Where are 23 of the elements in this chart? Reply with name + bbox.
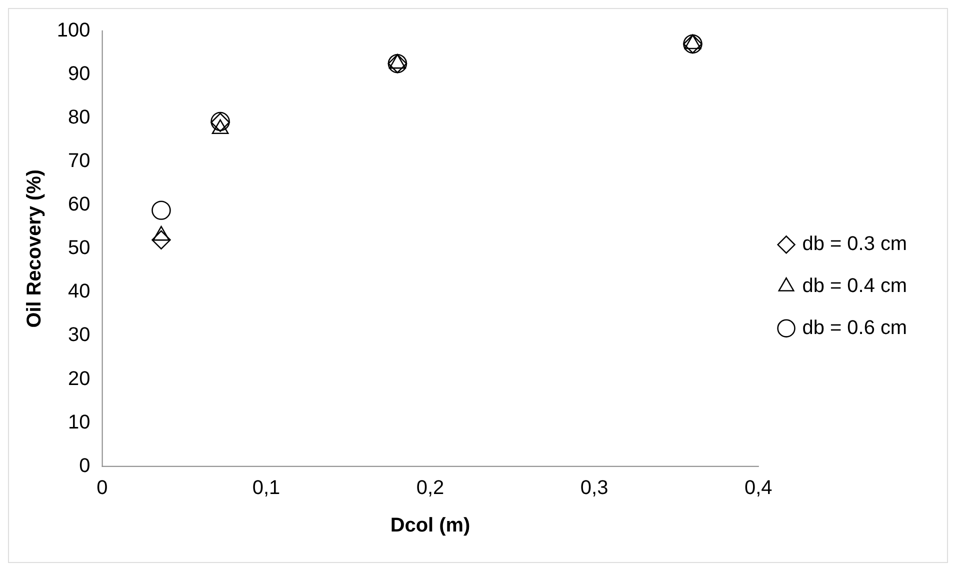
y-tick-label: 30 [68,324,90,346]
point [152,200,171,220]
y-tick-label: 40 [68,280,90,303]
x-tick-label: 0,4 [744,476,772,499]
legend-label: db = 0.6 cm [802,316,908,339]
y-tick-label: 10 [68,411,90,434]
y-tick-label: 0 [79,454,90,477]
y-tick-label: 50 [68,237,90,260]
legend-label: db = 0.4 cm [802,275,908,297]
x-tick-label: 0 [96,476,108,499]
x-tick-label: 0,3 [580,476,608,499]
y-tick-label: 80 [68,106,90,128]
y-tick-label: 70 [68,150,90,172]
y-tick-label: 90 [68,62,90,85]
y-tick-label: 60 [68,194,90,216]
x-axis-title: Dcol (m) [390,514,470,537]
y-tick-label: 100 [56,19,90,42]
x-tick-label: 0,1 [252,476,280,499]
y-axis-title: Oil Recovery (%) [23,169,46,328]
y-tick-label: 20 [68,368,90,390]
legend-label: db = 0.3 cm [802,233,908,256]
point [152,230,171,250]
x-tick-label: 0,2 [416,476,444,499]
